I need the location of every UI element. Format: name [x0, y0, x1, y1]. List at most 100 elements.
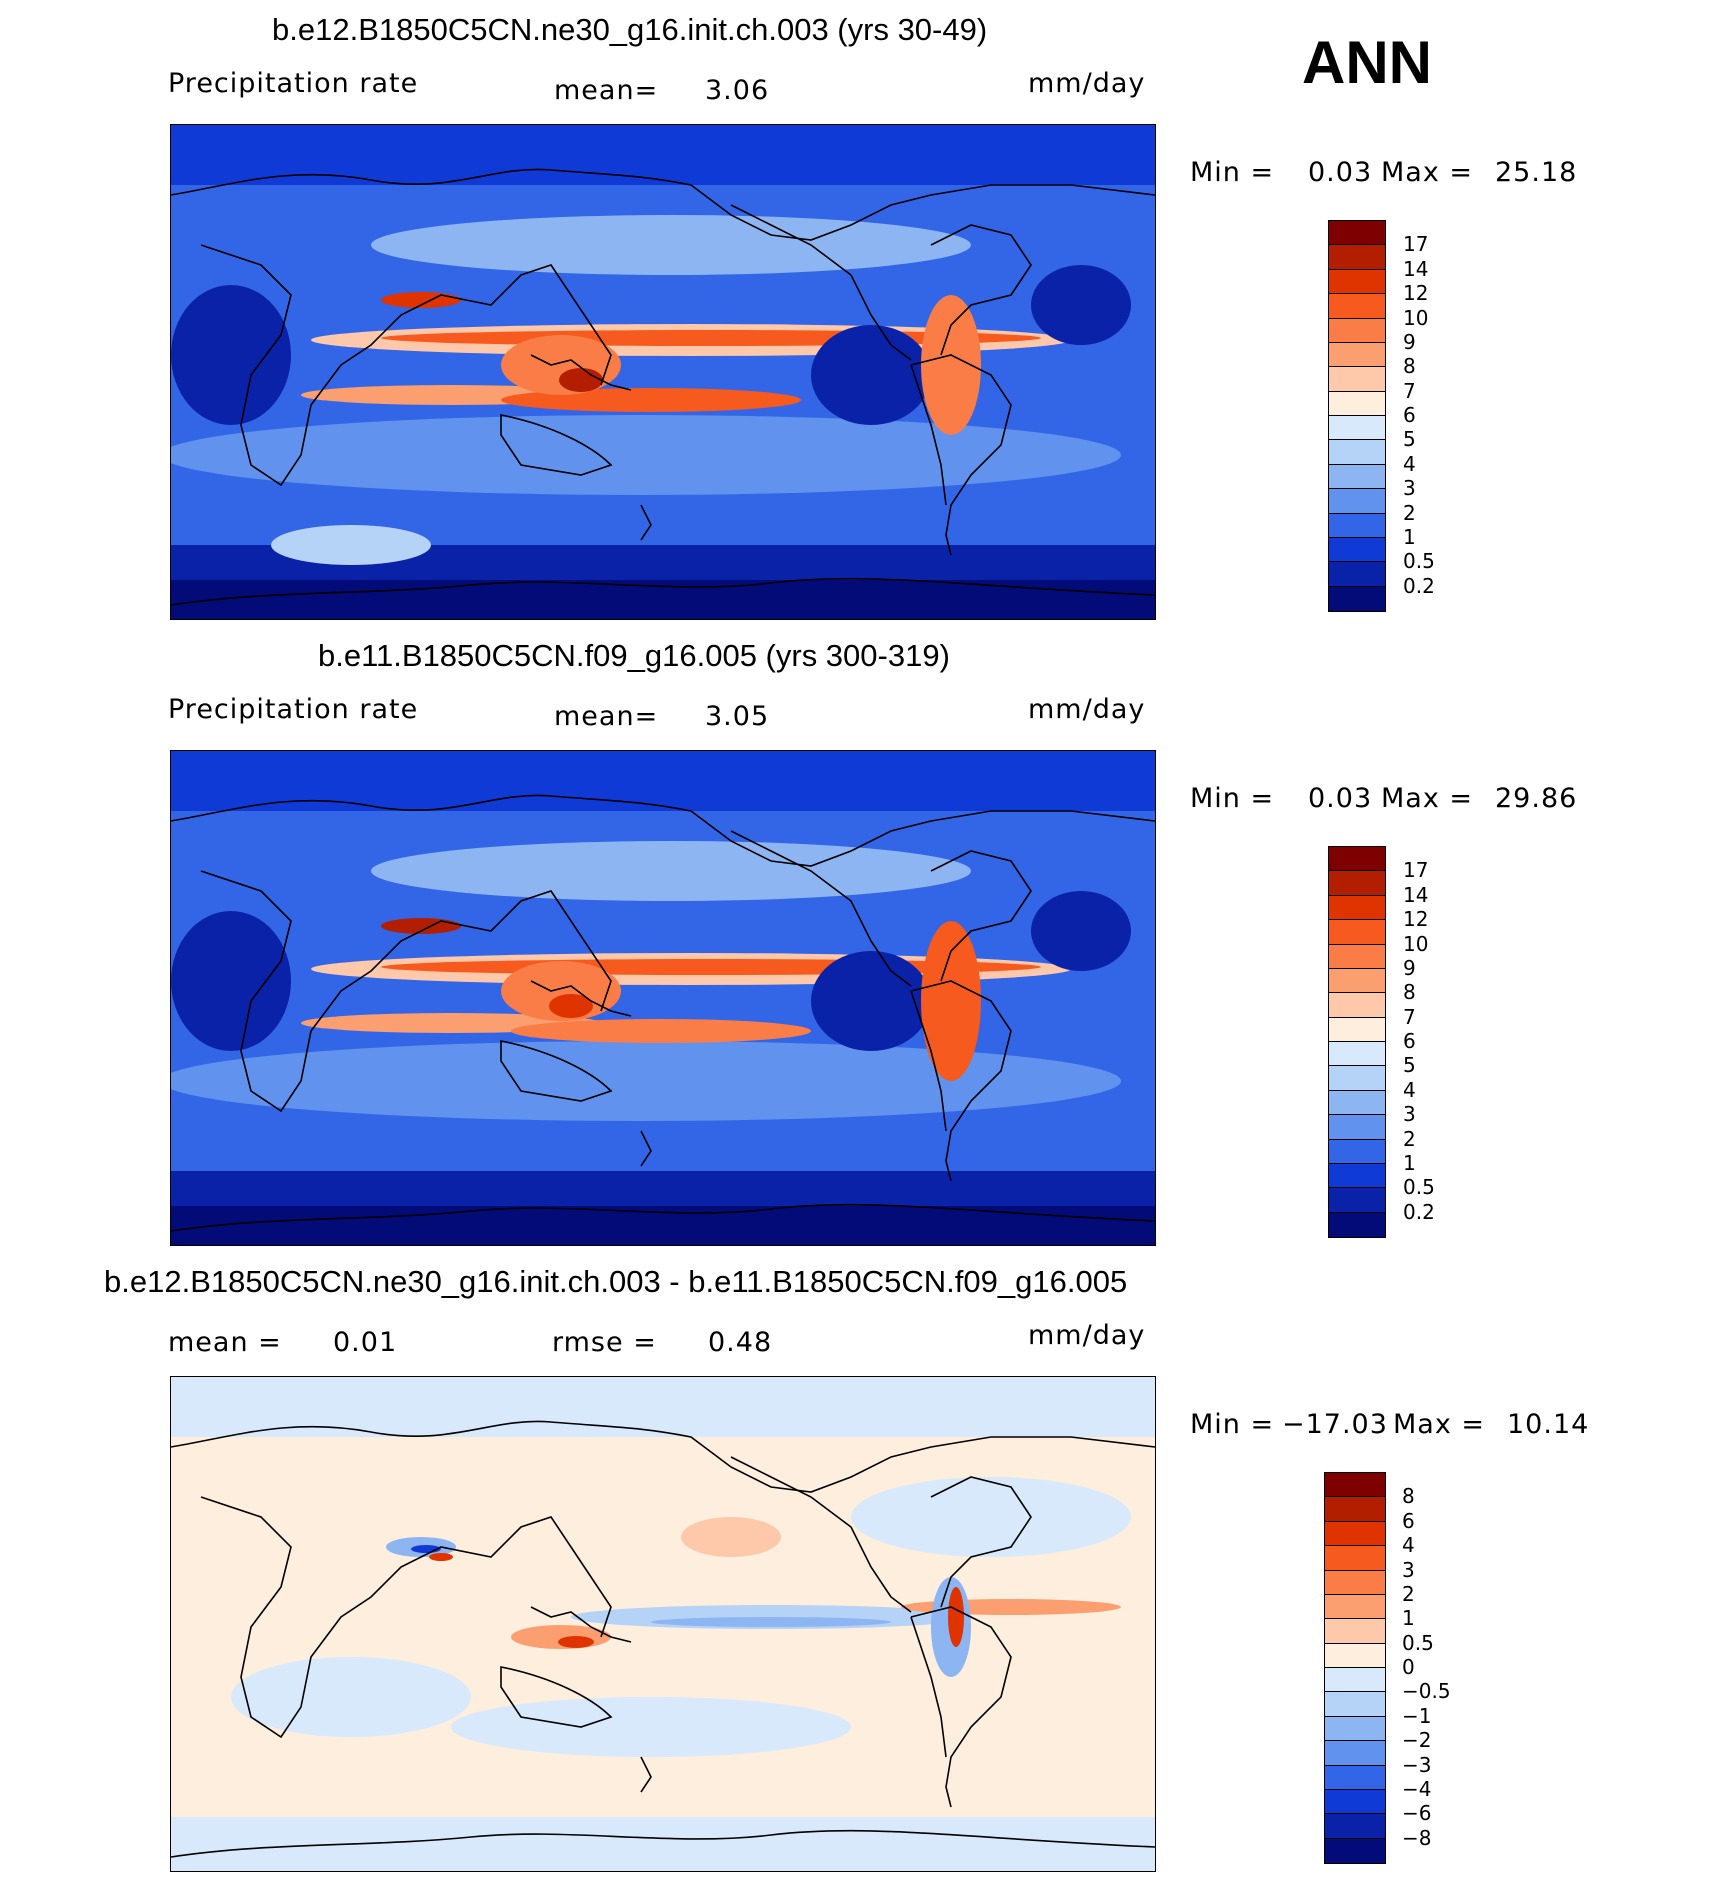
panel3-colorbar-swatch: [1325, 1546, 1385, 1571]
panel1-colorbar-swatch: [1329, 221, 1385, 246]
panel1-colorbar-swatch: [1329, 440, 1385, 465]
panel1-colorbar-labels: 17 14 12 10 9 8 7 6 5 4 3 2 1 0.5 0.2: [1403, 220, 1463, 610]
panel1-precip-map: [170, 124, 1156, 620]
panel2-colorbar-swatch: [1329, 920, 1385, 945]
panel3-max-label: Max =: [1393, 1409, 1486, 1440]
panel1-colorbar-swatch: [1329, 342, 1385, 368]
panel1-max-label: Max =: [1381, 157, 1474, 188]
panel1-colorbar-swatch: [1329, 269, 1385, 295]
panel2-colorbar-swatch: [1329, 944, 1385, 969]
panel3-colorbar-tick-label: 4: [1402, 1533, 1415, 1558]
panel1-colorbar-swatch: [1329, 294, 1385, 319]
panel2-min-label: Min =: [1190, 783, 1275, 814]
panel1-colorbar-tick-label: 8: [1403, 354, 1416, 379]
panel1-title: b.e12.B1850C5CN.ne30_g16.init.ch.003 (yr…: [272, 12, 988, 47]
panel3-colorbar-swatch: [1325, 1643, 1385, 1668]
panel3-colorbar-swatch: [1325, 1570, 1385, 1595]
panel2-colorbar-tick-label: 7: [1403, 1004, 1416, 1029]
panel3-colorbar-swatch: [1325, 1789, 1385, 1815]
panel1-min-value: 0.03: [1308, 157, 1373, 188]
panel3-colorbar: [1324, 1472, 1386, 1864]
panel1-colorbar: [1328, 220, 1386, 612]
panel1-colorbar-tick-label: 6: [1403, 403, 1416, 427]
panel1-colorbar-tick-label: 7: [1403, 378, 1416, 403]
panel1-min-label: Min =: [1190, 157, 1275, 188]
panel1-colorbar-swatch: [1329, 562, 1385, 587]
panel2-colorbar-tick-label: 10: [1403, 931, 1429, 956]
panel2-min-value: 0.03: [1308, 783, 1373, 814]
panel3-difference-map: [170, 1376, 1156, 1872]
panel3-colorbar-swatch: [1325, 1692, 1385, 1717]
panel3-colorbar-tick-label: 0.5: [1402, 1630, 1434, 1655]
panel2-colorbar-tick-label: 0.5: [1403, 1175, 1435, 1200]
panel3-colorbar-tick-label: 1: [1402, 1606, 1415, 1631]
panel3-colorbar-swatch: [1325, 1765, 1385, 1790]
panel3-colorbar-tick-label: 2: [1402, 1581, 1415, 1606]
panel3-colorbar-swatch: [1325, 1838, 1385, 1863]
panel3-colorbar-tick-label: −6: [1402, 1801, 1432, 1826]
panel2-colorbar-tick-label: 14: [1403, 882, 1429, 907]
panel2-units: mm/day: [1028, 694, 1146, 725]
panel1-colorbar-swatch: [1329, 318, 1385, 343]
panel3-units: mm/day: [1028, 1320, 1146, 1351]
panel2-colorbar-tick-label: 5: [1403, 1053, 1416, 1078]
panel1-colorbar-tick-label: 9: [1403, 329, 1416, 354]
panel2-colorbar-swatch: [1329, 1115, 1385, 1140]
panel1-mean-label: mean=: [554, 75, 659, 106]
panel2-colorbar-swatch: [1329, 1163, 1385, 1189]
panel2-colorbar-tick-label: 3: [1403, 1102, 1416, 1127]
panel2-colorbar: [1328, 846, 1386, 1238]
panel2-colorbar-tick-label: 6: [1403, 1029, 1416, 1053]
panel1-colorbar-tick-label: 0.5: [1403, 549, 1435, 574]
panel1-colorbar-tick-label: 5: [1403, 427, 1416, 452]
panel1-colorbar-tick-label: 14: [1403, 256, 1429, 281]
panel1-colorbar-tick-label: 3: [1403, 476, 1416, 501]
panel2-variable-label: Precipitation rate: [168, 694, 419, 725]
panel3-colorbar-tick-label: −2: [1402, 1728, 1432, 1753]
panel2-colorbar-swatch: [1329, 1188, 1385, 1213]
panel1-colorbar-swatch: [1329, 586, 1385, 611]
panel2-colorbar-swatch: [1329, 1066, 1385, 1091]
panel2-colorbar-tick-label: 4: [1403, 1077, 1416, 1102]
panel2-colorbar-tick-label: 12: [1403, 907, 1429, 932]
panel1-variable-label: Precipitation rate: [168, 68, 419, 99]
panel3-colorbar-swatch: [1325, 1741, 1385, 1766]
panel2-colorbar-swatch: [1329, 1090, 1385, 1116]
panel2-colorbar-tick-label: 17: [1403, 858, 1429, 883]
panel1-colorbar-swatch: [1329, 513, 1385, 538]
panel1-colorbar-swatch: [1329, 416, 1385, 441]
panel1-max-value: 25.18: [1495, 157, 1578, 188]
panel3-rmse-label: rmse =: [552, 1327, 657, 1358]
panel2-colorbar-tick-label: 9: [1403, 955, 1416, 980]
panel3-colorbar-tick-label: 3: [1402, 1557, 1415, 1582]
panel2-colorbar-labels: 17 14 12 10 9 8 7 6 5 4 3 2 1 0.5 0.2: [1403, 846, 1463, 1236]
panel2-mean-value: 3.05: [705, 701, 770, 732]
panel2-colorbar-swatch: [1329, 1212, 1385, 1237]
panel1-colorbar-tick-label: 17: [1403, 232, 1429, 257]
panel2-max-label: Max =: [1381, 783, 1474, 814]
panel1-colorbar-tick-label: 4: [1403, 451, 1416, 476]
panel3-colorbar-labels: 8 6 4 3 2 1 0.5 0 −0.5 −1 −2 −3 −4 −6 −8: [1402, 1472, 1472, 1862]
panel3-mean-label: mean =: [168, 1327, 282, 1358]
panel2-colorbar-tick-label: 0.2: [1403, 1199, 1435, 1224]
panel2-colorbar-swatch: [1329, 847, 1385, 872]
panel3-colorbar-swatch: [1325, 1521, 1385, 1547]
panel3-colorbar-swatch: [1325, 1716, 1385, 1742]
panel3-colorbar-tick-label: 6: [1402, 1508, 1415, 1533]
panel1-colorbar-tick-label: 10: [1403, 305, 1429, 330]
panel1-colorbar-swatch: [1329, 367, 1385, 392]
panel1-colorbar-tick-label: 1: [1403, 524, 1416, 549]
panel2-colorbar-swatch: [1329, 1017, 1385, 1042]
panel2-colorbar-swatch: [1329, 1042, 1385, 1067]
panel3-min-label: Min =: [1190, 1409, 1275, 1440]
panel3-rmse-value: 0.48: [708, 1327, 773, 1358]
panel2-max-value: 29.86: [1495, 783, 1578, 814]
panel2-title: b.e11.B1850C5CN.f09_g16.005 (yrs 300-319…: [318, 638, 950, 673]
panel3-colorbar-swatch: [1325, 1668, 1385, 1693]
panel2-colorbar-swatch: [1329, 1139, 1385, 1164]
panel1-colorbar-tick-label: 2: [1403, 500, 1416, 525]
panel2-colorbar-tick-label: 8: [1403, 980, 1416, 1005]
panel1-colorbar-swatch: [1329, 245, 1385, 270]
panel2-colorbar-swatch: [1329, 993, 1385, 1018]
panel2-precip-map: [170, 750, 1156, 1246]
